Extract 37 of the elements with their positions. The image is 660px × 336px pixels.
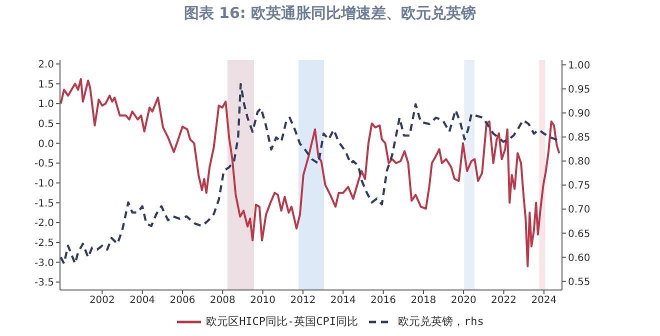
y-tick-label: 1.5 <box>38 79 54 90</box>
x-tick-label: 2012 <box>290 295 316 306</box>
x-tick-label: 2022 <box>491 295 516 306</box>
x-tick-label: 2016 <box>370 295 396 306</box>
y-tick-label: -2.5 <box>34 238 54 249</box>
x-tick-label: 2004 <box>130 295 156 306</box>
y-tick-label: -3.0 <box>34 258 54 269</box>
y-tick-label: -0.5 <box>34 158 54 170</box>
x-tick-label: 2024 <box>531 295 557 306</box>
y-tick-label: 0.0 <box>38 138 54 150</box>
y-tick-label: 0.5 <box>38 119 54 130</box>
y2-tick-label: 0.95 <box>568 84 590 96</box>
y2-tick-label: 0.70 <box>568 204 590 216</box>
x-tick-label: 2010 <box>250 295 276 306</box>
x-tick-label: 2014 <box>330 295 356 306</box>
y2-tick-label: 1.00 <box>568 60 590 72</box>
x-tick-label: 2006 <box>170 295 196 306</box>
y2-tick-label: 0.80 <box>568 156 590 168</box>
y-tick-label: 1.0 <box>38 99 54 110</box>
y-tick-label: -2.0 <box>34 218 54 230</box>
legend-label: 欧元兑英镑，rhs <box>398 314 484 329</box>
y2-tick-label: 0.65 <box>568 228 590 240</box>
y2-tick-label: 0.90 <box>568 108 590 120</box>
y-tick-label: -1.0 <box>34 178 54 190</box>
chart-title: 图表 16: 欧英通胀同比增速差、欧元兑英镑 <box>182 4 478 24</box>
y2-tick-label: 0.55 <box>568 276 590 288</box>
y-tick-label: 2.0 <box>38 60 54 71</box>
x-tick-label: 2008 <box>210 295 236 306</box>
y2-tick-label: 0.60 <box>568 252 590 264</box>
x-tick-label: 2018 <box>410 295 436 306</box>
y-tick-label: -1.5 <box>34 198 54 210</box>
x-tick-label: 2002 <box>89 295 115 306</box>
y2-tick-label: 0.75 <box>568 180 590 192</box>
y-tick-label: -3.5 <box>34 278 54 289</box>
x-tick-label: 2020 <box>450 295 476 306</box>
legend-label: 欧元区HICP同比-英国CPI同比 <box>206 314 358 329</box>
y2-tick-label: 0.85 <box>568 132 590 144</box>
